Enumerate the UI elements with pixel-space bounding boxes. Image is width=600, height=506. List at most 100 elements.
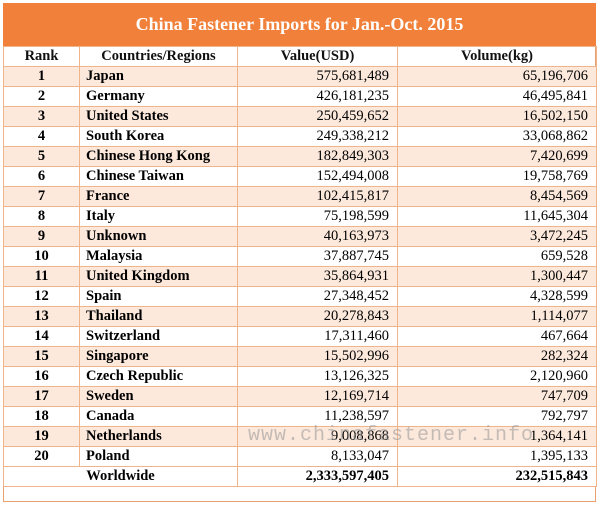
rank-cell: 17 [3,386,80,407]
volume-cell: 19,758,769 [397,166,597,187]
value-cell: 8,133,047 [237,446,398,467]
rank-cell: 3 [3,106,80,127]
table-row: 14 Switzerland 17,311,460 467,664 [3,326,597,347]
rank-cell: 8 [3,206,80,227]
volume-cell: 16,502,150 [397,106,597,127]
rank-cell: 19 [3,426,80,447]
table-row: 5 Chinese Hong Kong 182,849,303 7,420,699 [3,146,597,167]
country-cell: Thailand [79,306,238,327]
rank-cell: 14 [3,326,80,347]
table-row: 6 Chinese Taiwan 152,494,008 19,758,769 [3,166,597,187]
volume-cell: 46,495,841 [397,86,597,107]
country-cell: Spain [79,286,238,307]
table-row: 17 Sweden 12,169,714 747,709 [3,386,597,407]
rank-cell: 12 [3,286,80,307]
total-label: Worldwide [3,466,238,487]
country-cell: Netherlands [79,426,238,447]
table-row: 19 Netherlands 9,008,868 1,364,141 [3,426,597,447]
volume-cell: 8,454,569 [397,186,597,207]
header-value: Value(USD) [237,46,398,67]
volume-cell: 1,300,447 [397,266,597,287]
country-cell: Germany [79,86,238,107]
country-cell: United States [79,106,238,127]
country-cell: Switzerland [79,326,238,347]
value-cell: 12,169,714 [237,386,398,407]
header-country: Countries/Regions [79,46,238,67]
volume-cell: 7,420,699 [397,146,597,167]
country-cell: France [79,186,238,207]
table-row: 3 United States 250,459,652 16,502,150 [3,106,597,127]
header-rank: Rank [3,46,80,67]
table-row: 4 South Korea 249,338,212 33,068,862 [3,126,597,147]
header-row: Rank Countries/Regions Value(USD) Volume… [3,46,597,67]
table-row: 7 France 102,415,817 8,454,569 [3,186,597,207]
table-row: 11 United Kingdom 35,864,931 1,300,447 [3,266,597,287]
table-row: 16 Czech Republic 13,126,325 2,120,960 [3,366,597,387]
header-volume: Volume(kg) [397,46,597,67]
value-cell: 575,681,489 [237,66,398,87]
rank-cell: 7 [3,186,80,207]
table-row: 20 Poland 8,133,047 1,395,133 [3,446,597,467]
value-cell: 152,494,008 [237,166,398,187]
volume-cell: 467,664 [397,326,597,347]
rank-cell: 18 [3,406,80,427]
country-cell: Unknown [79,226,238,247]
volume-cell: 2,120,960 [397,366,597,387]
country-cell: South Korea [79,126,238,147]
volume-cell: 33,068,862 [397,126,597,147]
value-cell: 35,864,931 [237,266,398,287]
table-row: 10 Malaysia 37,887,745 659,528 [3,246,597,267]
country-cell: Japan [79,66,238,87]
value-cell: 250,459,652 [237,106,398,127]
value-cell: 27,348,452 [237,286,398,307]
table-row: 2 Germany 426,181,235 46,495,841 [3,86,597,107]
imports-table: Rank Countries/Regions Value(USD) Volume… [3,46,597,487]
table-body: 1 Japan 575,681,489 65,196,706 2 Germany 426,1… [3,66,597,467]
rank-cell: 13 [3,306,80,327]
rank-cell: 9 [3,226,80,247]
value-cell: 9,008,868 [237,426,398,447]
country-cell: Canada [79,406,238,427]
value-cell: 20,278,843 [237,306,398,327]
rank-cell: 4 [3,126,80,147]
table-title: China Fastener Imports for Jan.-Oct. 201… [3,3,596,46]
country-cell: Sweden [79,386,238,407]
volume-cell: 792,797 [397,406,597,427]
country-cell: Malaysia [79,246,238,267]
country-cell: Chinese Taiwan [79,166,238,187]
value-cell: 75,198,599 [237,206,398,227]
volume-cell: 1,364,141 [397,426,597,447]
volume-cell: 282,324 [397,346,597,367]
volume-cell: 4,328,599 [397,286,597,307]
country-cell: Chinese Hong Kong [79,146,238,167]
table-row: 13 Thailand 20,278,843 1,114,077 [3,306,597,327]
table-row: 1 Japan 575,681,489 65,196,706 [3,66,597,87]
rank-cell: 6 [3,166,80,187]
value-cell: 15,502,996 [237,346,398,367]
value-cell: 182,849,303 [237,146,398,167]
rank-cell: 16 [3,366,80,387]
volume-cell: 747,709 [397,386,597,407]
rank-cell: 10 [3,246,80,267]
total-row: Worldwide 2,333,597,405 232,515,843 [3,466,597,487]
table-row: 12 Spain 27,348,452 4,328,599 [3,286,597,307]
table-row: 15 Singapore 15,502,996 282,324 [3,346,597,367]
volume-cell: 11,645,304 [397,206,597,227]
value-cell: 13,126,325 [237,366,398,387]
total-value: 2,333,597,405 [237,466,398,487]
country-cell: Czech Republic [79,366,238,387]
total-volume: 232,515,843 [397,466,597,487]
value-cell: 102,415,817 [237,186,398,207]
rank-cell: 2 [3,86,80,107]
table-row: 18 Canada 11,238,597 792,797 [3,406,597,427]
value-cell: 40,163,973 [237,226,398,247]
rank-cell: 11 [3,266,80,287]
volume-cell: 3,472,245 [397,226,597,247]
rank-cell: 20 [3,446,80,467]
value-cell: 17,311,460 [237,326,398,347]
volume-cell: 65,196,706 [397,66,597,87]
country-cell: Singapore [79,346,238,367]
table-row: 9 Unknown 40,163,973 3,472,245 [3,226,597,247]
value-cell: 11,238,597 [237,406,398,427]
volume-cell: 1,114,077 [397,306,597,327]
